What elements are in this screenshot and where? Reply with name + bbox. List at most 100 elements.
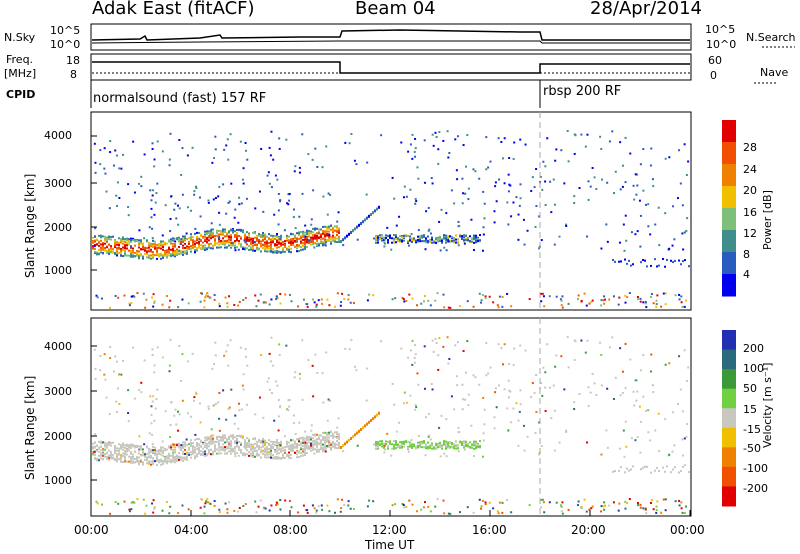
velocity-cell (493, 427, 496, 430)
velocity-cell (264, 448, 266, 451)
velocity-cell (437, 368, 440, 371)
velocity-cell (346, 440, 348, 444)
power-cell (284, 245, 286, 248)
velocity-cell (431, 447, 433, 450)
power-cell (169, 218, 172, 221)
velocity-cell (399, 446, 401, 449)
velocity-cell (161, 356, 164, 359)
velocity-cell (290, 448, 292, 451)
power-cell (457, 220, 460, 223)
power-cell (462, 144, 465, 147)
velocity-cell (112, 441, 114, 444)
power-cell (286, 239, 288, 242)
power-cell (286, 236, 288, 239)
power-cell (379, 234, 381, 237)
power-cell (288, 235, 290, 238)
velocity-cell (573, 358, 576, 361)
velocity-cell (164, 458, 166, 461)
velocity-cell (626, 502, 629, 505)
velocity-cell (633, 404, 636, 407)
power-cell (649, 233, 652, 236)
power-cell (246, 238, 248, 241)
power-cell (124, 253, 126, 256)
velocity-cell (204, 436, 206, 439)
velocity-cell (164, 460, 166, 463)
velocity-cell (184, 456, 186, 459)
velocity-cell (326, 440, 328, 443)
power-cell (128, 238, 130, 241)
power-cell (664, 157, 667, 160)
velocity-cell (152, 457, 154, 460)
velocity-cell (279, 444, 282, 447)
power-cell (531, 176, 534, 179)
velocity-cell (146, 456, 148, 459)
power-cell (205, 294, 208, 297)
velocity-cell (180, 456, 182, 459)
velocity-cell (224, 437, 226, 440)
power-cell (472, 248, 475, 251)
power-cell (550, 211, 553, 214)
power-cell (272, 248, 274, 251)
power-cell (175, 217, 178, 220)
velocity-cell (427, 412, 430, 415)
velocity-cell (124, 457, 126, 460)
power-cell (457, 244, 460, 247)
velocity-cell (143, 359, 146, 362)
power-cell (395, 224, 398, 227)
power-cell (325, 145, 328, 148)
power-cell (324, 241, 327, 244)
power-cell (120, 248, 122, 251)
power-cell (150, 243, 152, 246)
velocity-cell (334, 444, 336, 447)
power-cell (156, 252, 158, 255)
power-cell (172, 250, 174, 253)
velocity-cell (614, 376, 617, 379)
velocity-cell (302, 436, 304, 439)
power-cell (338, 230, 340, 233)
power-cell (114, 242, 116, 245)
velocity-cell (282, 453, 284, 456)
power-cell (226, 234, 228, 237)
power-cell (98, 244, 100, 247)
velocity-cell (662, 498, 665, 501)
power-cell (681, 204, 684, 207)
power-cell (628, 292, 631, 295)
velocity-cell (158, 460, 160, 463)
velocity-cell (445, 418, 448, 421)
power-cell (150, 207, 153, 210)
power-cell (162, 244, 164, 247)
power-cell (322, 229, 324, 232)
power-cell (126, 247, 128, 250)
power-cell (181, 147, 184, 150)
power-cell (196, 249, 198, 252)
velocity-cell (210, 434, 213, 437)
velocity-cell (188, 443, 190, 446)
power-cell (405, 234, 407, 237)
power-cell (274, 238, 276, 241)
power-cell (276, 251, 278, 254)
power-cell (683, 305, 686, 308)
power-cell (668, 156, 671, 159)
power-cell (276, 236, 278, 239)
power-cell (324, 231, 326, 234)
velocity-cell (270, 447, 272, 450)
velocity-cell (635, 399, 638, 402)
power-cell (118, 196, 121, 199)
velocity-cell (395, 440, 397, 443)
power-cell (423, 235, 425, 238)
power-cell (328, 239, 330, 242)
velocity-cell (409, 444, 411, 447)
velocity-cell (457, 450, 460, 453)
power-cell (329, 193, 332, 196)
velocity-cell (544, 386, 547, 389)
power-cell (222, 230, 224, 233)
velocity-cell (258, 438, 260, 441)
cpid-label-1: normalsound (fast) 157 RF (93, 91, 267, 106)
power-cell (458, 305, 461, 308)
power-cell (190, 235, 192, 238)
power-cell (204, 247, 206, 250)
power-cell (112, 164, 115, 167)
velocity-cell (394, 503, 397, 506)
velocity-cell (541, 498, 544, 501)
